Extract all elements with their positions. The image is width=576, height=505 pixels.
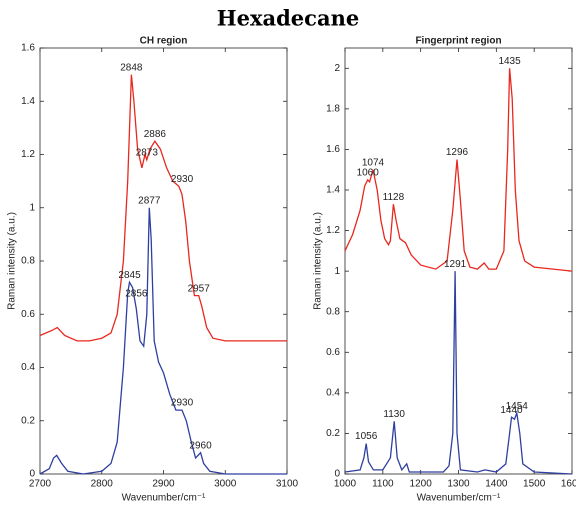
x-axis-label: Wavenumber/cm⁻¹ — [122, 493, 206, 504]
peak-label: 2848 — [120, 62, 143, 73]
peak-label: 2877 — [138, 195, 161, 206]
peak-label: 2856 — [125, 289, 148, 300]
peak-label: 1130 — [383, 409, 405, 420]
x-axis-label: Wavenumber/cm⁻¹ — [417, 493, 501, 504]
y-tick-label: 1 — [29, 202, 35, 213]
y-tick-label: 0.4 — [21, 362, 35, 373]
peak-label: 1074 — [362, 157, 385, 168]
peak-label: 1128 — [383, 192, 405, 203]
y-tick-label: 1.2 — [326, 225, 340, 236]
x-tick-label: 1500 — [523, 479, 546, 490]
y-tick-label: 1.2 — [21, 149, 35, 160]
x-tick-label: 1000 — [334, 479, 357, 490]
y-tick-label: 1.4 — [21, 96, 35, 107]
y-tick-label: 0.2 — [326, 428, 340, 439]
y-tick-label: 0.2 — [21, 415, 35, 426]
peak-label: 1435 — [498, 56, 521, 67]
spectrum-line — [344, 271, 573, 475]
peak-label: 1454 — [506, 401, 529, 412]
y-tick-label: 1.6 — [21, 43, 35, 54]
y-tick-label: 0.4 — [326, 387, 340, 398]
y-tick-label: 1.8 — [326, 103, 340, 114]
peak-label: 2845 — [118, 270, 141, 281]
x-tick-label: 2900 — [152, 479, 175, 490]
y-tick-label: 0 — [334, 469, 340, 480]
x-tick-label: 1300 — [447, 479, 470, 490]
spectrum-line — [39, 74, 287, 342]
subplot-title: Fingerprint region — [415, 36, 501, 47]
y-tick-label: 1 — [334, 266, 340, 277]
peak-label: 1060 — [357, 167, 380, 178]
peak-label: 1056 — [355, 431, 378, 442]
peak-label: 2930 — [171, 398, 194, 409]
x-tick-label: 1200 — [410, 479, 433, 490]
peak-label: 2930 — [171, 174, 194, 185]
y-tick-label: 0.6 — [326, 347, 340, 358]
peak-label: 1291 — [444, 259, 467, 270]
subplot-title: CH region — [140, 36, 188, 47]
y-tick-label: 0.8 — [326, 306, 340, 317]
y-tick-label: 0.8 — [21, 256, 35, 267]
y-tick-label: 0 — [29, 469, 35, 480]
plot-frame — [39, 47, 288, 475]
peak-label: 2873 — [136, 147, 159, 158]
x-tick-label: 1100 — [372, 479, 394, 490]
x-tick-label: 3100 — [276, 479, 299, 490]
x-tick-label: 1400 — [485, 479, 508, 490]
peak-label: 2957 — [188, 283, 211, 294]
figure-title: Hexadecane — [217, 6, 359, 31]
y-axis-label: Raman intensity (a.u.) — [7, 212, 18, 310]
peak-label: 1440 — [500, 405, 523, 416]
y-tick-label: 1.6 — [326, 144, 340, 155]
peak-label: 2886 — [144, 129, 167, 140]
y-axis-label: Raman intensity (a.u.) — [313, 212, 324, 310]
spectrum-line — [39, 207, 287, 475]
peak-label: 1296 — [446, 147, 469, 158]
x-tick-label: 3000 — [214, 479, 237, 490]
y-tick-label: 0.6 — [21, 309, 35, 320]
x-tick-label: 2700 — [29, 479, 52, 490]
spectrum-line — [344, 68, 573, 272]
peak-label: 2960 — [189, 440, 212, 451]
y-tick-label: 1.4 — [326, 185, 340, 196]
y-tick-label: 2 — [334, 63, 340, 74]
x-tick-label: 2800 — [91, 479, 114, 490]
